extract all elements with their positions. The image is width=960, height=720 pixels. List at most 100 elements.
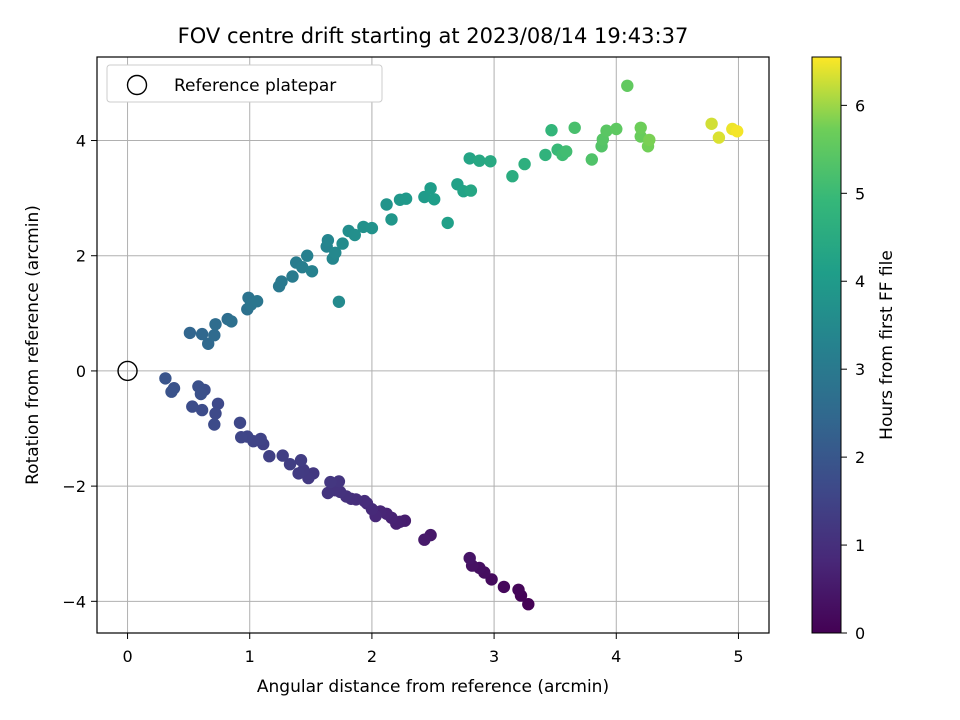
data-point [233, 416, 247, 429]
data-point [380, 198, 393, 211]
x-tick-label: 3 [489, 647, 499, 666]
legend: Reference platepar [106, 64, 383, 103]
data-point [385, 213, 398, 226]
data-point [365, 221, 379, 235]
data-point [209, 407, 222, 420]
data-point [211, 397, 225, 410]
colorbar-tick-label: 3 [855, 360, 865, 379]
data-point [195, 327, 209, 341]
data-point [208, 418, 221, 431]
colorbar-label: Hours from first FF file [877, 250, 897, 440]
data-point [424, 182, 437, 195]
data-point [560, 145, 573, 158]
data-point [512, 583, 525, 596]
y-axis-label: Rotation from reference (arcmin) [23, 205, 43, 485]
data-point [399, 192, 413, 205]
data-point [225, 315, 238, 328]
y-tick-label: 2 [76, 247, 86, 266]
data-point [428, 193, 441, 206]
reference-platepar-marker [117, 360, 138, 382]
colorbar-tick-label: 5 [855, 184, 865, 203]
colorbar-tick-label: 0 [855, 624, 865, 643]
data-point [610, 122, 623, 136]
data-point [286, 270, 299, 283]
data-point [585, 153, 598, 166]
data-point [194, 387, 208, 401]
data-point [209, 318, 222, 331]
data-point [250, 295, 264, 308]
data-point [275, 275, 288, 288]
data-point [441, 216, 454, 230]
data-point [705, 117, 718, 130]
x-tick-label: 1 [245, 647, 255, 666]
data-point [292, 467, 305, 480]
data-point [568, 121, 581, 134]
legend-entry-reference: Reference platepar [174, 76, 336, 96]
colorbar-tick-label: 4 [855, 272, 865, 291]
data-point [294, 454, 308, 467]
data-point [484, 155, 497, 168]
y-tick-label: 4 [76, 132, 86, 151]
data-point [545, 124, 558, 137]
data-point [263, 450, 276, 463]
data-point [329, 246, 342, 259]
colorbar-tick-label: 6 [855, 96, 865, 115]
data-point [332, 295, 346, 308]
data-point [418, 190, 431, 204]
data-point [195, 403, 209, 417]
data-point [283, 458, 297, 471]
data-point [235, 431, 248, 444]
plot-area-frame [96, 56, 770, 634]
data-point [321, 234, 335, 247]
data-point [183, 326, 197, 340]
y-tick-label: 0 [76, 362, 86, 381]
data-point [186, 400, 199, 413]
legend-reference-marker [126, 74, 148, 96]
data-point [473, 154, 486, 167]
data-point [643, 133, 656, 147]
x-tick-label: 5 [733, 647, 743, 666]
data-point [712, 131, 726, 144]
colorbar-tick-label: 2 [855, 448, 865, 467]
y-tick-label: −2 [62, 477, 86, 496]
scatter-points [117, 79, 744, 611]
x-tick-label: 4 [611, 647, 621, 666]
data-point [348, 228, 361, 242]
colorbar-ticks: 0 1 2 3 4 5 6 [841, 96, 865, 643]
data-point [301, 249, 314, 262]
colorbar: 0 1 2 3 4 5 6 Hours from first FF file [811, 56, 897, 643]
data-point [324, 475, 337, 489]
data-point [159, 372, 172, 385]
data-point [731, 125, 744, 138]
x-axis-label: Angular distance from reference (arcmin) [257, 677, 609, 697]
grid-lines [97, 57, 769, 633]
x-tick-label: 0 [122, 647, 132, 666]
y-tick-label: −4 [62, 592, 86, 611]
data-point [418, 533, 431, 546]
data-point [522, 598, 535, 611]
data-point [621, 79, 634, 93]
colorbar-gradient [811, 56, 842, 634]
data-point [276, 449, 289, 462]
data-point [497, 580, 511, 594]
x-axis-ticks: 0 1 2 3 4 5 [122, 633, 744, 666]
data-point [202, 337, 215, 350]
data-point [463, 551, 476, 565]
data-point [634, 121, 647, 134]
chart-title: FOV centre drift starting at 2023/08/14 … [178, 24, 689, 48]
data-point [305, 265, 319, 278]
colorbar-tick-label: 1 [855, 536, 865, 555]
data-point [321, 486, 335, 500]
data-point [463, 152, 476, 165]
x-tick-label: 2 [367, 647, 377, 666]
y-axis-ticks: −4 −2 0 2 4 [62, 132, 97, 611]
data-point [464, 184, 478, 197]
data-point [336, 237, 349, 250]
data-point [506, 170, 519, 183]
legend-box [106, 64, 383, 103]
data-point [165, 385, 178, 398]
data-point [208, 329, 221, 342]
data-point [518, 157, 531, 171]
data-point [296, 261, 309, 274]
